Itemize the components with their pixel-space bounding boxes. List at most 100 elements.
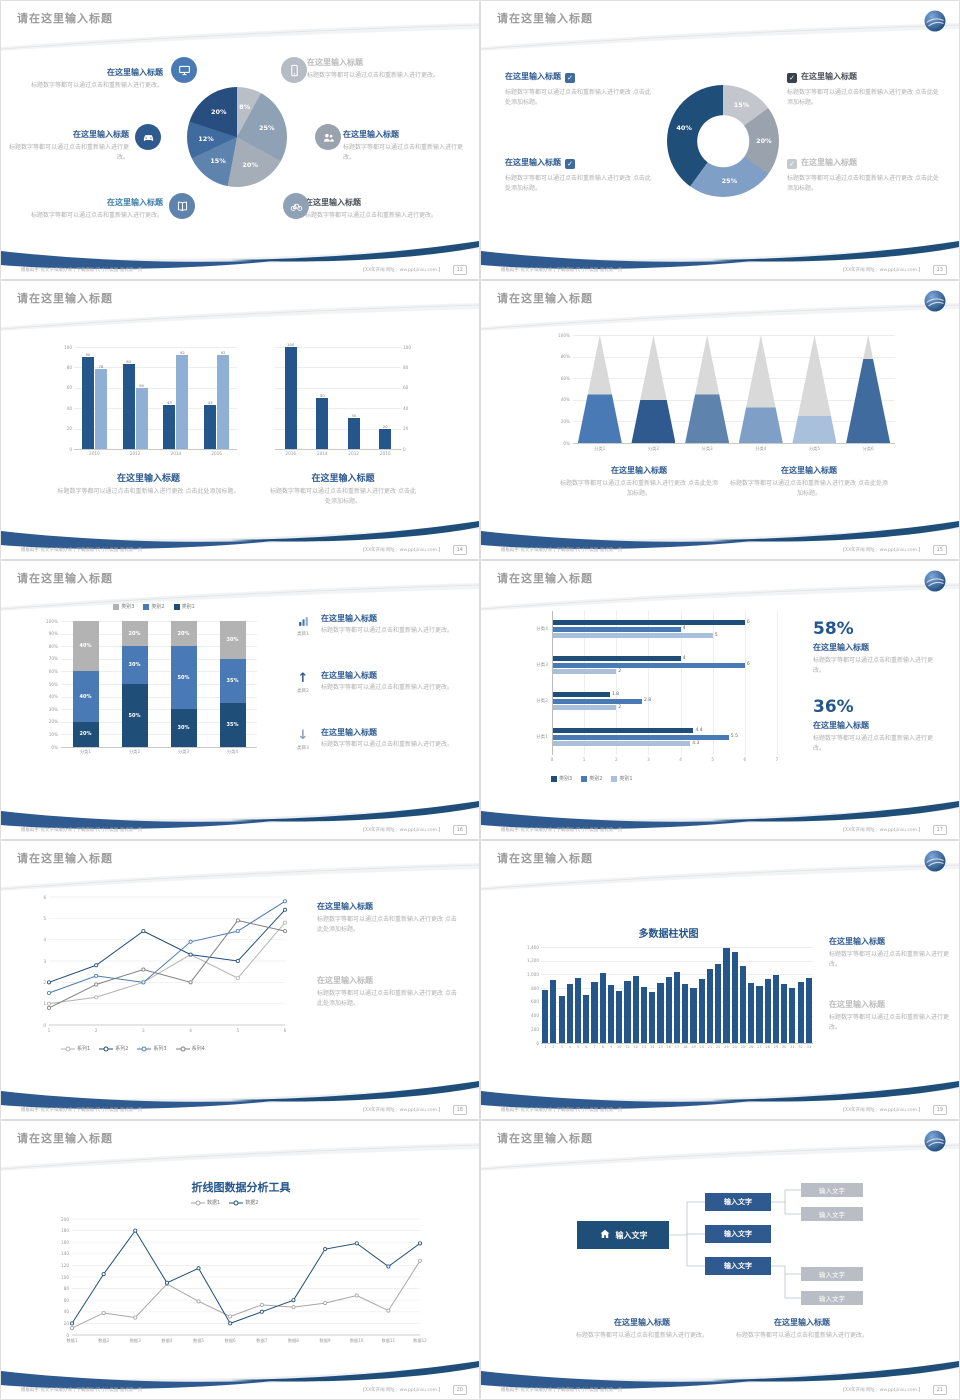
y-tick-label: 0	[403, 446, 406, 452]
legend-line-marker	[191, 1200, 205, 1205]
x-tick-label: 2010	[89, 451, 100, 456]
gridline	[573, 335, 895, 336]
bar	[552, 669, 617, 674]
legend-item: 类别1	[611, 775, 633, 782]
y-tick-label: 600	[531, 999, 539, 1005]
x-tick-label: 6	[585, 1045, 588, 1049]
monitor-icon	[171, 57, 197, 83]
x-tick-label: 2012	[129, 451, 141, 456]
y-tick-label: 80%	[560, 354, 570, 360]
x-tick-label: 分类2	[647, 446, 659, 451]
y-tick-label: 5	[43, 915, 46, 921]
legend-swatch	[113, 603, 120, 610]
bar	[682, 984, 689, 1043]
bar	[176, 355, 189, 449]
slide-14[interactable]: 请在这里输入标题 0 20 40 60 80 100 90 78 2010 83 60 2012 43 9…	[1, 281, 479, 559]
axisline	[74, 449, 237, 450]
bar-value-label: 5	[714, 632, 718, 638]
gridline	[61, 734, 257, 736]
bar	[552, 741, 691, 746]
text-block: 在这里输入标题 标题数字等都可以通过点击和重新输入进行更改 点击此处添加标题。	[559, 465, 719, 498]
slide-title: 请在这里输入标题	[497, 292, 593, 305]
y-tick-label: 80%	[48, 643, 58, 649]
bar	[591, 981, 598, 1043]
node-label: 输入文字	[819, 1211, 845, 1219]
line-chart-canvas	[69, 1218, 422, 1336]
stack-segment	[219, 658, 246, 703]
y-tick-label: 0%	[51, 744, 58, 750]
block-desc: 标题数字等都可以通过点击和重新输入进行更改 点击此处添加标题。	[505, 89, 651, 106]
x-tick-label: 9	[609, 1045, 613, 1049]
x-tick-label: 11	[625, 1045, 630, 1049]
x-tick-label: 分类2	[128, 749, 141, 754]
slide-20[interactable]: 请在这里输入标题 折线图数据分析工具 数据1 数据2 0 20 40 60 80 100 12…	[1, 1121, 479, 1399]
y-tick-label: 1,200	[527, 958, 539, 964]
footer-right-text: 【XX年开阔 网址：ww.pptjinsu.com 】	[360, 268, 443, 273]
diagram-root-node: 输入文字	[577, 1221, 669, 1249]
block-title: 在这里输入标题	[505, 158, 561, 167]
gridline	[61, 646, 257, 648]
block-desc: 标题数字等都可以通过点击和重新输入进行更改。	[8, 144, 129, 161]
footer-right-text: 【XX年开阔 网址：ww.pptjinsu.com 】	[360, 548, 443, 553]
text-block: ✓ 在这里输入标题 标题数字等都可以通过点击和重新输入进行更改 点击此处添加标题…	[787, 157, 939, 193]
x-tick-label: 2	[94, 1028, 98, 1033]
slide-16[interactable]: 请在这里输入标题 类别3 类别2 类别1 0% 10% 20% 30% 40% 50% 60% 7…	[1, 561, 479, 839]
x-tick-label: 7	[775, 757, 779, 762]
x-tick-label: 分类4	[226, 749, 239, 754]
bar	[649, 992, 656, 1043]
vaxis	[552, 611, 553, 755]
legend-line-marker	[99, 1046, 114, 1051]
slide-12[interactable]: 请在这里输入标题 在这里输入标题 标题数字等都可以通过点击和重新输入进行更改。 …	[1, 1, 479, 279]
slide-19[interactable]: 请在这里输入标题 多数据柱状图 0 200 400 600 800 1,000 1,200 1…	[481, 841, 959, 1119]
block-desc: 标题数字等都可以通过点击和重新输入进行更改。	[30, 82, 163, 89]
y-tick-label: 80	[403, 364, 409, 370]
x-tick-label: 数据6	[224, 1338, 236, 1343]
gridline	[61, 621, 257, 622]
x-tick-label: 数据12	[413, 1338, 427, 1343]
legend-label: 类别1	[181, 604, 195, 610]
y-tick-label: 100%	[558, 332, 570, 338]
gridline	[74, 347, 237, 348]
slide-title: 请在这里输入标题	[17, 292, 113, 305]
y-tick-label: 60%	[560, 375, 570, 381]
x-tick-label: 0	[550, 757, 554, 762]
bar	[81, 357, 94, 449]
slide-15[interactable]: 请在这里输入标题 0% 20% 40% 60% 80% 100% 分类1 分类2 分类3 分类4 分…	[481, 281, 959, 559]
brand-logo-globe-icon	[924, 570, 946, 592]
footer-left-text: 模板助手:优文字排版办法 | 下载模板·尺寸片类图·版式第一页	[21, 268, 143, 273]
bar-value-label: 92	[220, 350, 226, 356]
footer-right-text: 【XX年开阔 网址：ww.pptjinsu.com 】	[840, 828, 923, 833]
pie-slice-label: 20%	[756, 137, 772, 145]
block-desc: 标题数字等都可以通过点击和重新输入进行更改。	[307, 72, 440, 79]
diagram-node: 输入文字	[705, 1257, 771, 1275]
page-number: 15	[932, 545, 947, 555]
block-desc: 标题数字等都可以通过点击和重新输入进行更改。	[575, 1332, 708, 1339]
pie-slice-label: 20%	[242, 161, 258, 170]
y-tick-label: 60	[66, 385, 72, 391]
y-tick-label: 60	[403, 385, 409, 391]
stack-segment	[121, 684, 148, 747]
x-tick-label: 21	[707, 1045, 713, 1049]
block-desc: 标题数字等都可以通过点击和重新输入进行更改。	[30, 212, 163, 219]
slide-21[interactable]: 请在这里输入标题 输入文字 输入文字 输入文字 输入文字 输入文字 输入文字 输…	[481, 1121, 959, 1399]
pie-slice-label: 25%	[721, 177, 738, 186]
slide-13[interactable]: 请在这里输入标题 在这里输入标题 ✓ 标题数字等都可以通过点击和重新输入进行更改…	[481, 1, 959, 279]
bar	[552, 633, 713, 638]
x-tick-label: 29	[773, 1045, 779, 1049]
x-tick-label: 6	[743, 757, 747, 762]
footer-right-text: 【XX年开阔 网址：ww.pptjinsu.com 】	[840, 1108, 923, 1113]
legend-line-marker	[229, 1200, 244, 1205]
arrow-up-icon: ↑	[297, 670, 309, 686]
x-tick-label: 数据5	[193, 1338, 205, 1343]
x-tick-label: 18	[682, 1045, 688, 1049]
x-tick-label: 4	[189, 1028, 192, 1033]
y-tick-label: 1	[43, 1001, 46, 1007]
node-label: 输入文字	[724, 1262, 752, 1270]
segment-label: 50%	[177, 674, 190, 681]
pie-chart: 8% 25% 20% 15% 12% 20%	[187, 87, 287, 187]
book-icon	[169, 193, 195, 219]
slide-17[interactable]: 请在这里输入标题 0 1 2 3 4 5 6 7 分类4 6 4 5 分类3 4 6 2 分类2 1.8 2.8 2 分…	[481, 561, 959, 839]
bar	[781, 984, 788, 1043]
